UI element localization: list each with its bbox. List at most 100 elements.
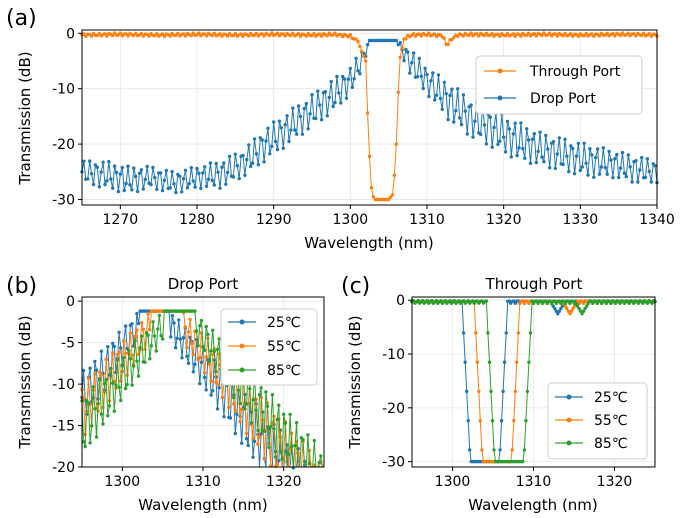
drop-85℃-point: [131, 364, 136, 368]
drop-port-point: [254, 152, 259, 156]
legend-b-25c-marker: [239, 319, 245, 325]
through-port-point: [411, 32, 416, 36]
drop-port-point: [298, 114, 303, 119]
through-port-point: [362, 54, 366, 58]
drop-55℃-point: [148, 328, 152, 332]
through-55℃-point: [510, 448, 514, 452]
drop-port-point: [302, 106, 306, 111]
drop-port-point: [454, 109, 458, 113]
drop-port-point: [346, 77, 351, 81]
drop-85℃-point: [102, 381, 107, 386]
drop-port-point: [544, 133, 548, 138]
drop-85℃-point: [256, 428, 260, 433]
drop-85℃-point: [86, 401, 91, 405]
drop-85℃-point: [209, 349, 213, 353]
drop-port-point: [277, 119, 282, 123]
drop-port-point: [270, 144, 274, 148]
through-55℃-point: [563, 304, 568, 308]
drop-port-point: [333, 100, 337, 105]
drop-port-point: [618, 166, 623, 170]
panel-a-ylabel: Transmission (dB): [16, 51, 34, 185]
drop-port-point: [285, 114, 289, 118]
through-port-point: [640, 33, 644, 38]
legend-c-85c-marker: [566, 440, 572, 446]
drop-85℃-point: [159, 333, 163, 338]
drop-port-point: [180, 190, 184, 194]
drop-85℃-point: [312, 438, 316, 443]
drop-25℃-point: [99, 349, 104, 353]
through-port-point: [283, 34, 287, 38]
drop-port-point: [586, 173, 590, 177]
drop-55℃-point: [135, 328, 139, 332]
through-port-point: [197, 31, 201, 35]
drop-port-point: [329, 79, 333, 84]
drop-port-point: [628, 165, 632, 169]
drop-85℃-point: [144, 330, 149, 335]
drop-port-point: [89, 172, 94, 176]
drop-85℃-point: [130, 383, 134, 387]
drop-port-point: [473, 119, 477, 123]
through-port-point: [241, 34, 245, 38]
drop-55℃-point: [98, 370, 102, 374]
drop-port-point: [404, 47, 408, 52]
drop-85℃-point: [152, 334, 157, 338]
drop-55℃-point: [99, 373, 104, 377]
panel-a-legend-box: [475, 55, 643, 115]
through-port-point: [89, 34, 94, 38]
drop-25℃-point: [119, 346, 123, 350]
through-port-point: [84, 34, 88, 38]
drop-port-point: [452, 120, 456, 124]
drop-55℃-point: [185, 345, 189, 350]
drop-25℃-point: [209, 393, 213, 397]
drop-port-point: [448, 93, 452, 98]
drop-port-point: [356, 69, 360, 73]
through-85℃-point: [524, 419, 528, 423]
panel-a: (a) 1270 1280 1290 1300 1310 1320 1330 1340 0 -10…: [6, 6, 675, 252]
through-port-point: [339, 32, 343, 37]
drop-port-point: [204, 184, 209, 188]
panel-c-title: Through Port: [485, 275, 583, 293]
drop-85℃-point: [161, 337, 165, 341]
drop-85℃-point: [204, 324, 208, 329]
drop-85℃-point: [140, 334, 144, 338]
drop-85℃-point: [151, 320, 155, 324]
through-port-point: [364, 59, 368, 63]
drop-25℃-point: [193, 362, 197, 366]
drop-85℃-point: [278, 450, 283, 454]
drop-port-point: [463, 109, 467, 113]
drop-25℃-point: [173, 346, 178, 350]
through-85℃-point: [486, 331, 490, 335]
drop-25℃-point: [233, 431, 237, 436]
drop-port-point: [450, 87, 454, 91]
drop-55℃-point: [227, 405, 231, 410]
drop-port-point: [567, 169, 571, 174]
through-25℃-point: [499, 419, 504, 423]
through-25℃-point: [465, 389, 469, 394]
panel-a-xtick-label: 1270: [103, 212, 139, 228]
drop-port-point: [291, 106, 295, 110]
drop-55℃-point: [133, 334, 137, 338]
panel-b-letter: (b): [6, 274, 37, 299]
drop-25℃-point: [175, 336, 179, 340]
drop-85℃-point: [272, 427, 276, 431]
drop-25℃-point: [202, 375, 207, 379]
drop-port-point: [151, 165, 155, 170]
drop-port-point: [565, 154, 569, 158]
drop-port-point: [99, 170, 103, 174]
drop-port-point: [645, 157, 650, 161]
through-55℃-point: [565, 306, 569, 311]
drop-25℃-point: [177, 318, 181, 322]
drop-55℃-point: [146, 312, 150, 316]
panel-b: (b) Drop Port 1300 1310 1320 0 -5 -10 -15 -20 W…: [6, 274, 325, 514]
drop-port-point: [425, 72, 429, 77]
through-25℃-point: [502, 360, 507, 364]
drop-85℃-point: [244, 402, 249, 406]
drop-port-point: [398, 41, 402, 45]
drop-55℃-point: [207, 362, 212, 366]
drop-port-point: [530, 137, 535, 141]
panel-b-ytick-label: -5: [61, 336, 75, 352]
drop-port-point: [111, 186, 115, 190]
drop-port-point: [158, 171, 163, 175]
legend-b-25c-label: 25℃: [267, 315, 301, 331]
drop-85℃-point: [267, 445, 271, 450]
